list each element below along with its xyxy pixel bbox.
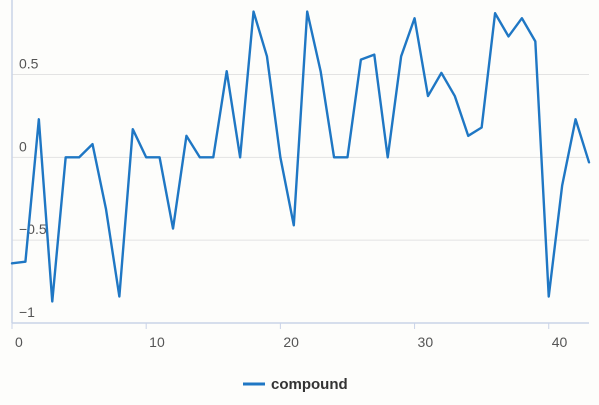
x-tick-label: 20 (283, 334, 299, 350)
x-tick-label: 40 (552, 334, 568, 350)
axes: −1 −0.5 0 0.5 0 10 20 30 40 (11, 0, 589, 350)
x-tick-label: 0 (15, 334, 23, 350)
plot-area (10, 10, 591, 303)
legend[interactable]: compound (243, 376, 348, 393)
y-tick-label: 0 (19, 138, 27, 154)
legend-label: compound (271, 376, 348, 393)
x-tick-label: 30 (418, 334, 434, 350)
y-tick-label: −0.5 (19, 221, 47, 237)
legend-item-compound[interactable]: compound (243, 376, 348, 393)
y-tick-label: −1 (19, 304, 35, 320)
grid (12, 74, 589, 241)
x-tick-label: 10 (149, 334, 165, 350)
y-tick-label: 0.5 (19, 56, 39, 72)
series-line-compound (10, 10, 591, 303)
